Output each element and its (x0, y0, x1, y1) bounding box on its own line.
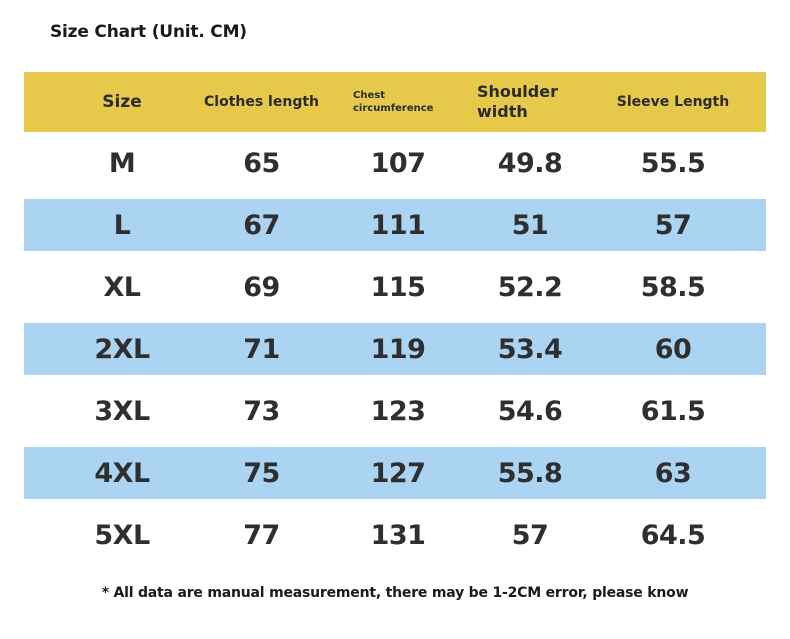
chest-cell: 127 (370, 457, 426, 489)
chest-cell: 111 (370, 209, 426, 241)
size-cell: 3XL (94, 395, 150, 427)
clothes-length-cell: 73 (243, 395, 280, 427)
size-cell: 4XL (94, 457, 150, 489)
table-row: XL 69 115 52.2 58.5 (24, 256, 766, 318)
page-title: Size Chart (Unit. CM) (50, 22, 247, 42)
measurement-footnote: * All data are manual measurement, there… (101, 585, 689, 601)
sleeve-cell: 61.5 (640, 395, 706, 427)
size-chart-table: Size Clothes length Chest circumference … (24, 72, 766, 566)
chest-cell: 119 (370, 333, 426, 365)
size-cell: M (108, 147, 136, 179)
size-cell: 5XL (94, 519, 150, 551)
sleeve-cell: 63 (654, 457, 692, 489)
shoulder-cell: 55.8 (497, 457, 563, 489)
sleeve-cell: 57 (654, 209, 692, 241)
chest-cell: 107 (370, 147, 426, 179)
header-size: Size (102, 92, 142, 112)
shoulder-cell: 49.8 (497, 147, 563, 179)
chest-cell: 115 (370, 271, 426, 303)
shoulder-cell: 53.4 (497, 333, 563, 365)
header-shoulder-width: Shoulder width (477, 82, 558, 121)
size-cell: XL (103, 271, 141, 303)
sleeve-cell: 64.5 (640, 519, 706, 551)
clothes-length-cell: 65 (243, 147, 280, 179)
table-row: M 65 107 49.8 55.5 (24, 132, 766, 194)
chest-cell: 123 (370, 395, 426, 427)
clothes-length-cell: 71 (243, 333, 280, 365)
header-sleeve-length: Sleeve Length (616, 94, 730, 110)
clothes-length-cell: 67 (243, 209, 280, 241)
sleeve-cell: 55.5 (640, 147, 706, 179)
table-row: 3XL 73 123 54.6 61.5 (24, 380, 766, 442)
sleeve-cell: 58.5 (640, 271, 706, 303)
table-row: 4XL 75 127 55.8 63 (24, 447, 766, 499)
table-row: 5XL 77 131 57 64.5 (24, 504, 766, 566)
table-row: L 67 111 51 57 (24, 199, 766, 251)
header-chest-circumference: Chest circumference (353, 90, 434, 114)
shoulder-cell: 54.6 (497, 395, 563, 427)
shoulder-cell: 52.2 (497, 271, 563, 303)
size-cell: 2XL (94, 333, 150, 365)
table-row: 2XL 71 119 53.4 60 (24, 323, 766, 375)
sleeve-cell: 60 (654, 333, 692, 365)
size-cell: L (113, 209, 131, 241)
clothes-length-cell: 77 (243, 519, 280, 551)
shoulder-cell: 51 (511, 209, 549, 241)
header-clothes-length: Clothes length (204, 94, 319, 110)
clothes-length-cell: 75 (243, 457, 280, 489)
table-header: Size Clothes length Chest circumference … (24, 72, 766, 132)
clothes-length-cell: 69 (243, 271, 280, 303)
shoulder-cell: 57 (511, 519, 549, 551)
chest-cell: 131 (370, 519, 426, 551)
